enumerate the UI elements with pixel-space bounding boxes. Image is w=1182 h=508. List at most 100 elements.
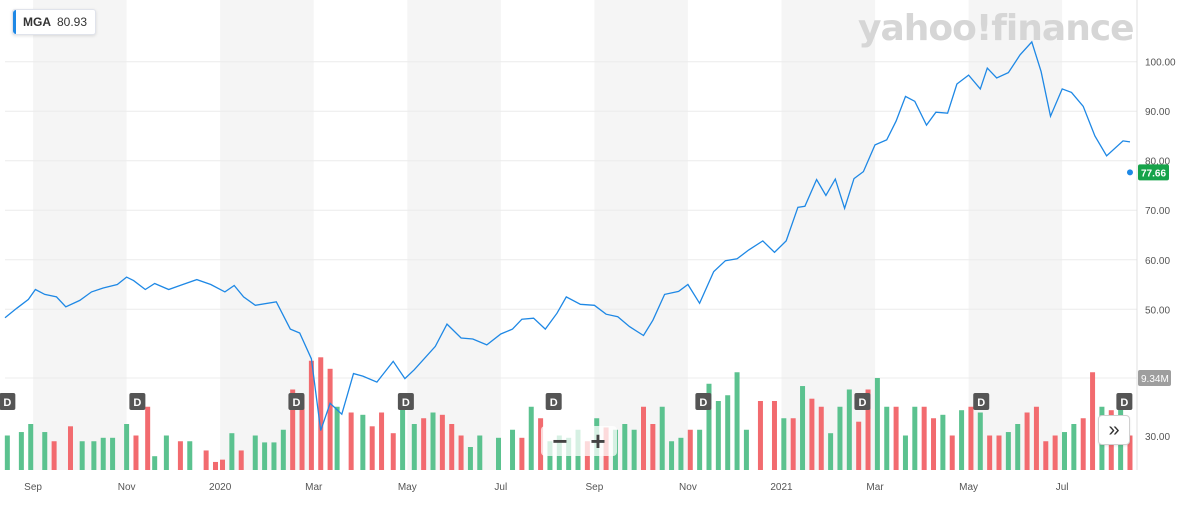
yahoo-finance-logo: yahoo!finance <box>858 8 1135 49</box>
volume-bar <box>411 424 417 470</box>
volume-bar <box>1127 435 1133 470</box>
dividend-marker[interactable]: D <box>397 393 414 410</box>
volume-bar <box>893 406 899 470</box>
volume-bar <box>220 459 226 470</box>
ticker-symbol: MGA <box>23 15 51 29</box>
volume-bar <box>203 450 209 470</box>
volume-bar <box>308 360 314 470</box>
dividend-marker[interactable]: D <box>973 393 990 410</box>
volume-bar <box>430 412 436 470</box>
month-band <box>781 0 876 470</box>
volume-bar <box>238 450 244 470</box>
dividend-marker-label: D <box>1120 397 1128 409</box>
volume-bar <box>519 437 525 470</box>
volume-bar <box>743 429 749 470</box>
volume-bar <box>781 418 787 470</box>
dividend-marker[interactable]: D <box>854 393 871 410</box>
month-bands <box>33 0 1063 470</box>
volume-bar <box>865 389 871 470</box>
dividend-marker[interactable]: D <box>129 393 146 410</box>
volume-bar <box>299 395 305 470</box>
y-axis: 100.00 90.00 80.00 70.00 60.00 50.00 30.00 <box>1145 58 1176 443</box>
y-tick-label: 70.00 <box>1145 206 1170 217</box>
volume-bar <box>229 433 235 470</box>
dividend-marker[interactable]: D <box>545 393 562 410</box>
volume-bar <box>874 378 880 470</box>
volume-bar <box>400 406 406 470</box>
volume-bar <box>697 429 703 470</box>
scroll-right-button[interactable]: » <box>1098 415 1130 445</box>
volume-bar <box>458 435 464 470</box>
volume-bar <box>495 437 501 470</box>
y-tick-label: 80.00 <box>1145 157 1170 168</box>
volume-bar <box>91 441 97 470</box>
volume-bar <box>100 437 106 470</box>
volume-bar <box>1005 432 1011 470</box>
volume-bar <box>177 441 183 470</box>
volume-bar <box>959 410 965 470</box>
volume-bar <box>987 435 993 470</box>
volume-bar <box>650 424 656 470</box>
dividend-marker-bg <box>397 393 414 410</box>
volume-bar <box>884 406 890 470</box>
volume-bar <box>42 432 48 470</box>
volume-bar <box>51 441 57 470</box>
volume-bar <box>715 401 721 470</box>
y-tick-label: 100.00 <box>1145 58 1176 69</box>
dividend-marker[interactable]: D <box>288 393 305 410</box>
volume-bar <box>348 412 354 470</box>
volume-bar <box>449 424 455 470</box>
volume-bar <box>1090 372 1096 470</box>
dividend-marker[interactable]: D <box>695 393 712 410</box>
dividend-marker-label: D <box>292 397 300 409</box>
x-tick-label: Nov <box>118 482 136 493</box>
month-band <box>220 0 314 470</box>
current-price-label: 77.66 <box>1141 168 1166 179</box>
zoom-in-button[interactable]: + <box>590 426 606 456</box>
volume-bar <box>133 435 139 470</box>
volume-bar <box>818 406 824 470</box>
volume-bar <box>163 435 169 470</box>
volume-bar <box>996 435 1002 470</box>
volume-tick-label: 30.00 <box>1145 432 1170 443</box>
volume-bar <box>439 414 445 470</box>
x-tick-label: Jul <box>1056 482 1069 493</box>
series-color-indicator <box>13 10 16 34</box>
volume-bar <box>1033 406 1039 470</box>
volume-bar <box>477 435 483 470</box>
dividend-marker-bg <box>973 393 990 410</box>
x-tick-label: 2021 <box>770 482 793 493</box>
volume-bar <box>800 386 806 470</box>
volume-bar <box>940 414 946 470</box>
x-tick-label: 2020 <box>209 482 232 493</box>
volume-bar <box>467 447 473 470</box>
dividend-marker[interactable]: D <box>0 393 16 410</box>
price-line <box>4 40 1131 431</box>
volume-bar <box>1015 424 1021 470</box>
volume-bar <box>828 433 834 470</box>
volume-bar <box>390 433 396 470</box>
volume-bar <box>538 418 544 470</box>
y-tick-label: 50.00 <box>1145 305 1170 316</box>
volume-bar <box>809 398 815 470</box>
dividend-marker[interactable]: D <box>1116 393 1133 410</box>
volume-bar <box>290 389 296 470</box>
month-band <box>594 0 688 470</box>
ticker-value: 80.93 <box>57 15 88 29</box>
dividend-marker-label: D <box>858 397 866 409</box>
ticker-badge[interactable]: MGA 80.93 <box>12 9 97 35</box>
dividend-marker-bg <box>0 393 16 410</box>
x-tick-label: Jul <box>494 482 507 493</box>
volume-bar <box>79 441 85 470</box>
volume-bar <box>856 421 862 470</box>
volume-bar <box>902 435 908 470</box>
volume-bar <box>968 406 974 470</box>
volume-bar <box>771 401 777 470</box>
dividend-marker-bg <box>288 393 305 410</box>
dividend-marker-label: D <box>3 397 11 409</box>
volume-bar <box>187 441 193 470</box>
volume-bar <box>1080 418 1086 470</box>
zoom-out-button[interactable]: − <box>552 426 568 456</box>
